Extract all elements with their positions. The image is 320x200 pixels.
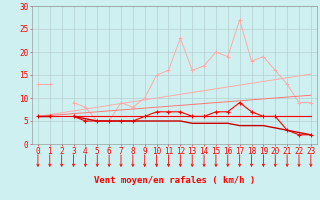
X-axis label: Vent moyen/en rafales ( km/h ): Vent moyen/en rafales ( km/h ) (94, 176, 255, 185)
